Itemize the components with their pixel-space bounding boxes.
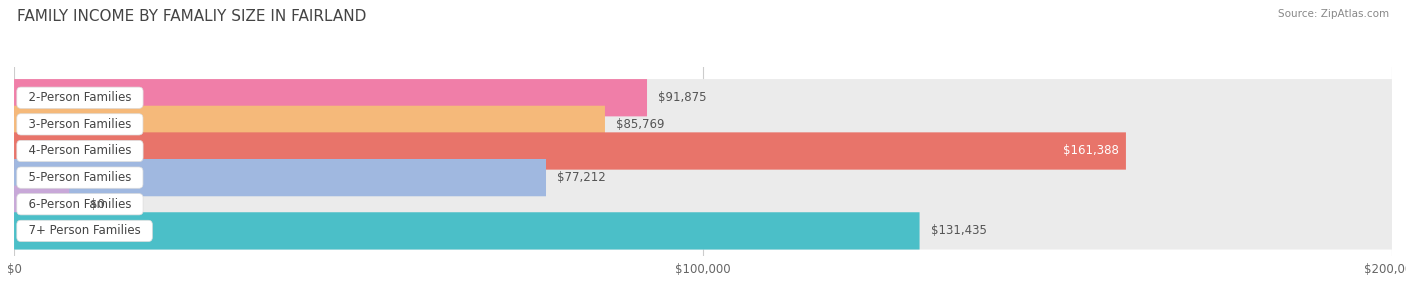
Text: 6-Person Families: 6-Person Families [21, 198, 139, 211]
Text: Source: ZipAtlas.com: Source: ZipAtlas.com [1278, 9, 1389, 19]
FancyBboxPatch shape [14, 159, 1392, 196]
Text: 5-Person Families: 5-Person Families [21, 171, 139, 184]
FancyBboxPatch shape [14, 106, 1392, 143]
FancyBboxPatch shape [14, 212, 920, 249]
FancyBboxPatch shape [14, 212, 1392, 249]
FancyBboxPatch shape [14, 132, 1126, 170]
Text: 2-Person Families: 2-Person Families [21, 91, 139, 104]
Text: $91,875: $91,875 [658, 91, 707, 104]
Text: $0: $0 [90, 198, 104, 211]
Text: $131,435: $131,435 [931, 224, 987, 237]
Text: $77,212: $77,212 [557, 171, 606, 184]
FancyBboxPatch shape [14, 106, 605, 143]
FancyBboxPatch shape [14, 79, 1392, 117]
FancyBboxPatch shape [14, 132, 1392, 170]
FancyBboxPatch shape [14, 186, 1392, 223]
FancyBboxPatch shape [14, 159, 546, 196]
FancyBboxPatch shape [14, 186, 69, 223]
Text: $85,769: $85,769 [616, 118, 665, 131]
Text: 4-Person Families: 4-Person Families [21, 145, 139, 157]
Text: 7+ Person Families: 7+ Person Families [21, 224, 148, 237]
Text: 3-Person Families: 3-Person Families [21, 118, 139, 131]
Text: FAMILY INCOME BY FAMALIY SIZE IN FAIRLAND: FAMILY INCOME BY FAMALIY SIZE IN FAIRLAN… [17, 9, 366, 24]
Text: $161,388: $161,388 [1063, 145, 1119, 157]
FancyBboxPatch shape [14, 79, 647, 117]
